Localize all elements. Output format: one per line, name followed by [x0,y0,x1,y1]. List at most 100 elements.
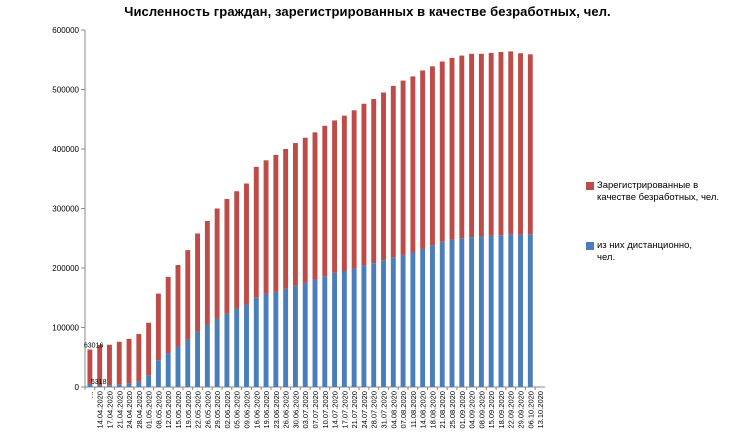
bar-registered [488,52,494,236]
x-tick-label: 08.09.2020 [477,391,486,429]
x-tick-label: 14.07.2020 [331,391,340,429]
x-tick-label: 06.10.2020 [526,391,535,429]
x-tick-label: 13.10.2020 [536,391,545,429]
data-label-remote-last: 256852 [544,0,567,2]
x-tick-label: 29.05.2020 [213,391,222,429]
bar-remote [400,254,406,387]
bar-remote [165,353,171,387]
legend-label-registered: Зарегистрированные в качестве безработны… [597,180,720,203]
bar-remote [185,339,191,387]
bar-registered [126,338,132,384]
bar-remote [439,241,445,387]
bar-remote [332,272,338,387]
bar-registered [292,143,298,286]
bar-registered [322,125,328,277]
bar-remote [302,282,308,387]
bar-registered [498,52,504,236]
bar-remote [322,276,328,387]
bar-remote [195,331,200,387]
bar-registered [116,341,122,385]
bar-remote [420,248,426,387]
bar-registered [449,57,455,240]
x-tick-label: 14.08.2020 [419,391,428,429]
bar-remote [430,245,435,387]
bar-registered [478,53,484,237]
bar-remote [136,381,142,387]
y-tick-label: 100000 [52,324,79,333]
bar-registered [185,250,191,340]
bar-registered [87,349,93,384]
y-tick-label: 600000 [52,26,79,35]
x-tick-label: 11.08.2020 [409,391,418,428]
bar-remote [175,346,181,387]
bar-remote [273,291,279,387]
x-tick-label: 09.06.2020 [242,391,251,429]
chart-title: Численность граждан, зарегистрированных … [124,4,611,19]
bar-registered [410,76,416,253]
x-tick-label: 25.08.2020 [448,391,457,429]
bar-remote [498,235,504,387]
x-tick-label: 21.08.2020 [438,391,447,429]
data-label-registered-last: 302289 [544,0,567,2]
bar-registered [136,334,142,382]
x-tick-label: 16.06.2020 [252,391,261,429]
x-tick-label: 14.04.2020 [96,391,105,429]
bar-remote [204,324,210,387]
bar-remote [449,239,455,387]
bar-registered [224,198,230,314]
bar-registered [283,149,289,289]
bar-registered [400,80,406,255]
x-tick-label: 21.04.2020 [115,391,124,429]
bar-remote [312,279,318,387]
bar-registered [518,53,523,235]
bar-registered [204,220,210,325]
x-tick-label: 01.09.2020 [458,391,467,429]
bar-registered [195,233,200,332]
legend-swatch-registered [586,182,594,190]
x-tick-label: 04.09.2020 [468,391,477,429]
bar-registered [332,120,338,273]
bar-remote [155,360,161,387]
bar-remote [224,313,230,387]
bar-registered [351,110,357,269]
x-tick-label: 29.09.2020 [517,391,526,429]
bar-remote [87,383,93,387]
bar-remote [263,293,269,387]
y-tick-label: 400000 [52,145,79,154]
bar-remote [214,318,220,387]
x-tick-label: 10.07.2020 [321,391,330,429]
y-tick-label: 300000 [52,205,79,214]
x-tick-label: 17.04.2020 [105,391,114,429]
x-tick-label: 17.07.2020 [340,391,349,429]
bar-registered [273,154,279,292]
data-label-total-first: 63016 [84,343,104,350]
bar-registered [439,61,445,242]
bar-registered [527,54,533,235]
bar-registered [155,293,161,361]
x-tick-label: 24.07.2020 [360,391,369,429]
bar-registered [312,132,318,280]
bar-remote [459,238,465,387]
x-tick-label: 08.05.2020 [154,391,163,429]
x-tick-label: … [86,391,95,399]
x-tick-label: 19.05.2020 [184,391,193,429]
bar-registered [214,208,220,319]
bar-remote [351,268,357,387]
bar-registered [244,183,249,305]
x-tick-label: 21.07.2020 [350,391,359,429]
bar-registered [361,103,367,266]
bar-registered [146,322,152,376]
bar-remote [371,263,377,387]
bar-remote [469,237,475,387]
bar-registered [420,70,426,249]
bar-remote [292,285,298,387]
bar-registered [459,55,465,239]
y-tick-label: 200000 [52,264,79,273]
bar-registered [263,160,269,294]
x-tick-label: 26.05.2020 [203,391,212,429]
x-tick-label: 28.04.2020 [135,391,144,429]
bar-registered [97,345,103,386]
bar-remote [253,297,259,387]
bar-remote [146,375,152,387]
